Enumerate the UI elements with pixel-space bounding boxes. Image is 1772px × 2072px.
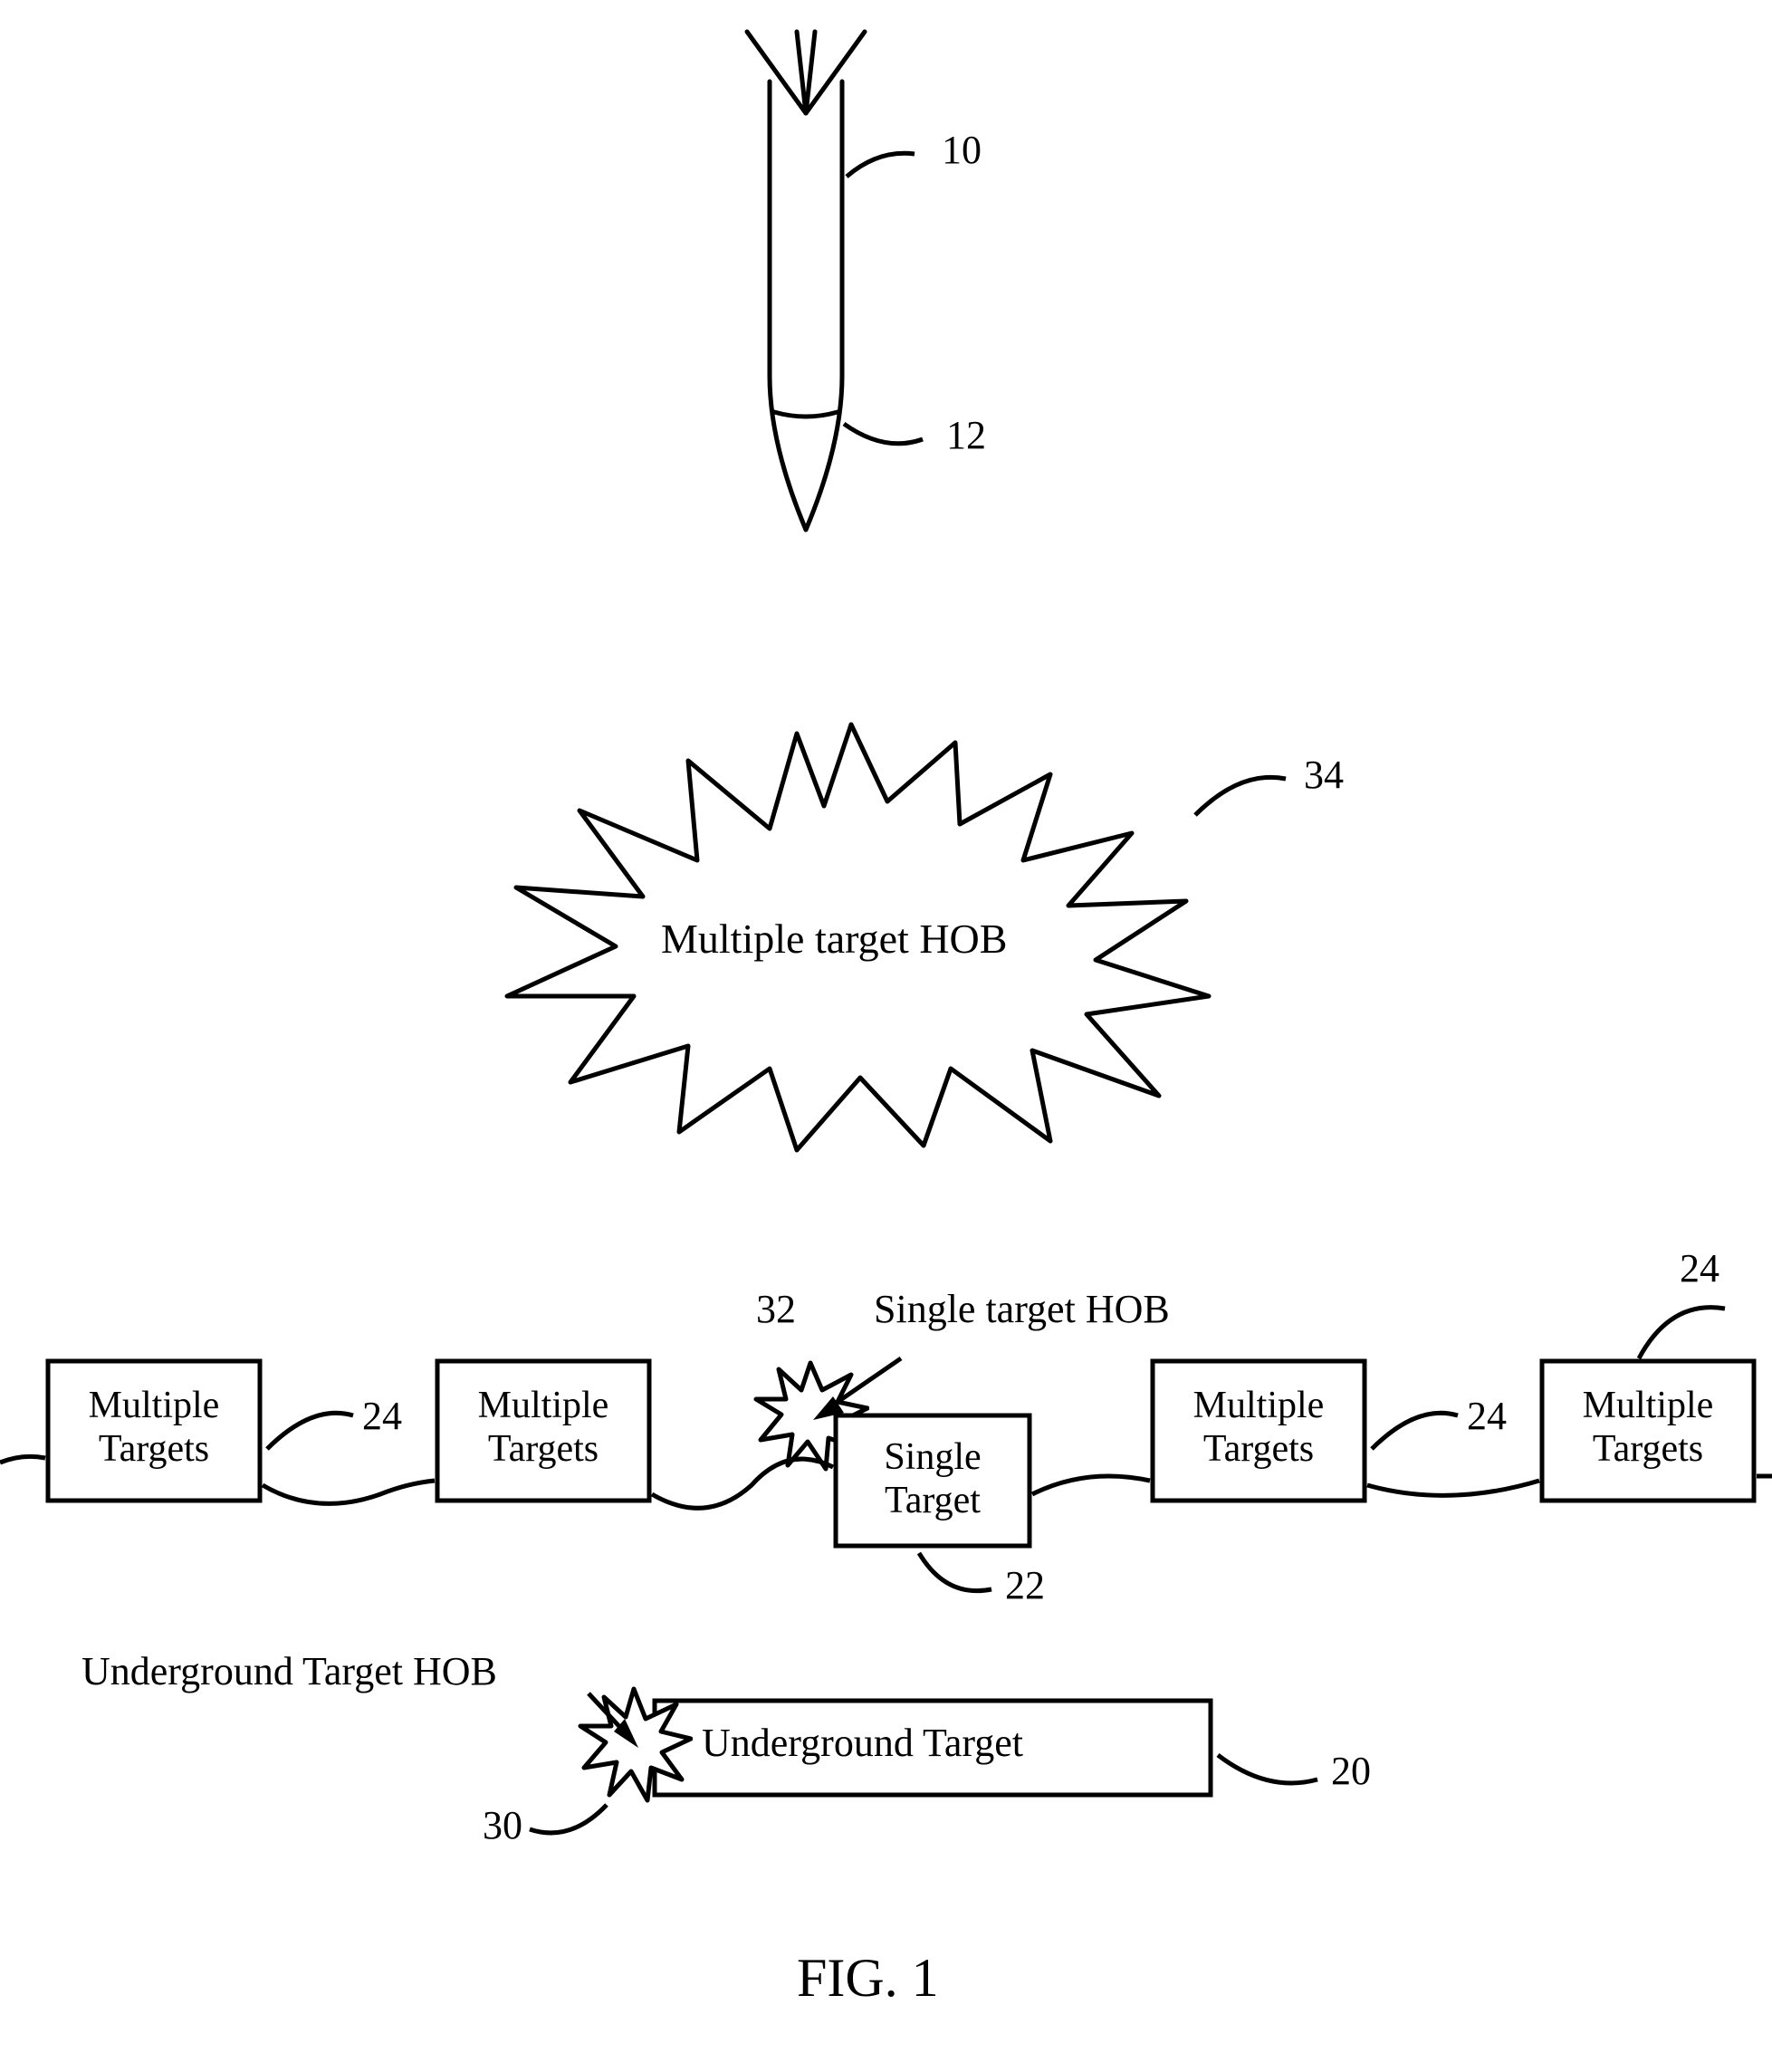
ref-label-10: 10 [942, 127, 982, 173]
ref-label-32: 32 [756, 1286, 796, 1332]
figure-caption: FIG. 1 [797, 1947, 939, 2010]
leader-30 [525, 1789, 643, 1861]
leader-24-topright [1625, 1290, 1761, 1372]
target-box-underground-label: Underground Target [702, 1721, 1023, 1767]
burst-underground-hob-text: Underground Target HOB [81, 1648, 497, 1694]
ref-label-30: 30 [483, 1802, 522, 1848]
ground-line [0, 1431, 1772, 1576]
burst-single-hob-text: Single target HOB [874, 1286, 1170, 1332]
arrow-to-burst-30 [570, 1684, 697, 1793]
ref-label-24-topright: 24 [1680, 1245, 1719, 1291]
leader-burst-34 [1186, 765, 1322, 847]
ref-label-20: 20 [1331, 1748, 1371, 1794]
ref-label-12: 12 [946, 412, 986, 458]
figure-1-page: 10 12 Multiple target HOB 34 Multiple Ta… [0, 0, 1772, 2072]
ref-label-34: 34 [1304, 752, 1344, 798]
burst-multiple-hob-text: Multiple target HOB [661, 915, 1007, 963]
